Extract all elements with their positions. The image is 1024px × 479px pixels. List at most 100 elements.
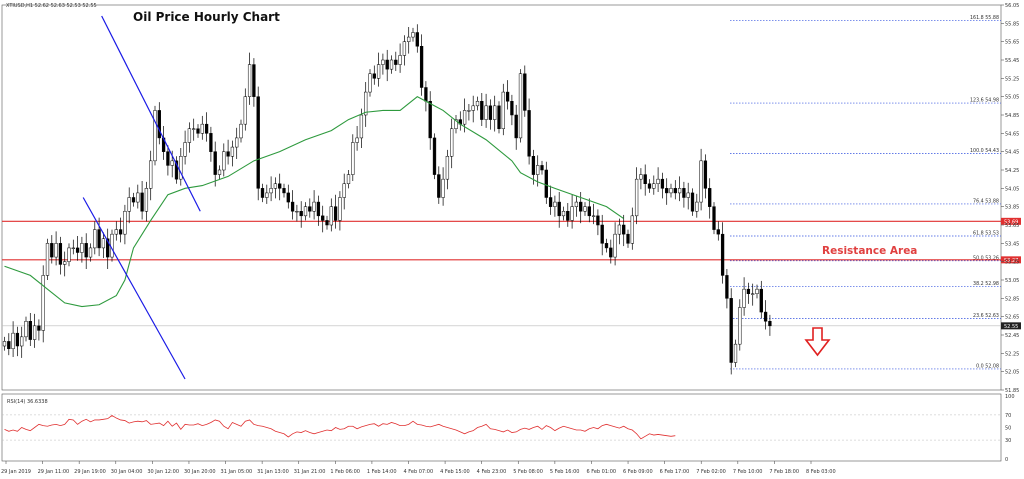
candle-body — [652, 183, 656, 189]
candle-body — [351, 142, 355, 175]
candle-body — [656, 178, 660, 185]
candle-body — [514, 114, 518, 139]
candle-body — [273, 183, 278, 189]
candle-body — [11, 332, 15, 349]
moving-average — [4, 96, 625, 308]
candle-body — [695, 201, 699, 212]
candle-body — [58, 243, 63, 265]
candle-body — [686, 192, 690, 198]
candle-body — [484, 105, 488, 120]
candle-body — [106, 238, 110, 258]
candle-body — [372, 73, 376, 79]
candle-body — [63, 261, 67, 265]
fib-level-label: 0.0 52.08 — [976, 363, 999, 369]
candle-body — [32, 325, 37, 340]
candle-body — [454, 119, 458, 130]
candle-body — [342, 183, 346, 198]
candle-body — [720, 233, 725, 276]
candle-body — [690, 192, 695, 212]
rsi-line — [4, 415, 676, 440]
candle-body — [196, 128, 200, 134]
candle-body — [110, 233, 114, 258]
x-tick-label: 6 Feb 09:00 — [623, 469, 653, 475]
price-tag-box — [1001, 256, 1021, 264]
candle-body — [677, 188, 682, 194]
candle-body — [480, 101, 484, 120]
x-tick-label: 7 Feb 18:00 — [769, 469, 799, 475]
candle-body — [149, 160, 153, 189]
candle-body — [634, 178, 639, 217]
candle-body — [101, 238, 106, 249]
candle-body — [660, 178, 665, 189]
candle-body — [553, 201, 557, 207]
candle-body — [566, 211, 570, 221]
rsi-scale-label: 50 — [1005, 426, 1011, 432]
candle-body — [75, 247, 80, 253]
candle-body — [252, 64, 256, 97]
candle-body — [37, 325, 41, 331]
fib-level-label: 50.0 53.26 — [973, 255, 999, 261]
x-tick-label: 29 Jan 2019 — [1, 469, 31, 475]
candle-body — [329, 206, 333, 226]
candle-body — [303, 206, 308, 217]
candle-body — [7, 341, 11, 349]
candle-body — [424, 87, 428, 102]
x-tick-label: 30 Jan 20:00 — [184, 469, 216, 475]
candle-body — [187, 128, 192, 143]
candle-body — [368, 73, 372, 93]
candle-body — [308, 206, 312, 212]
x-tick-label: 5 Feb 16:00 — [550, 469, 580, 475]
candle-body — [725, 275, 729, 299]
y-tick-label: 54.45 — [1005, 150, 1019, 156]
candle-body — [419, 46, 424, 88]
x-tick-label: 4 Feb 15:00 — [440, 469, 470, 475]
y-tick-label: 55.25 — [1005, 76, 1019, 82]
candlestick-series — [2, 24, 772, 375]
moving-average-line — [4, 96, 625, 308]
candle-body — [493, 105, 497, 120]
candle-body — [269, 188, 273, 194]
candle-body — [617, 224, 622, 235]
candle-body — [604, 243, 609, 249]
candle-body — [209, 133, 213, 152]
candle-body — [768, 321, 772, 327]
x-tick-label: 7 Feb 10:00 — [733, 469, 763, 475]
horizontal-levels: 161.8 55.88 123.6 54.98 100.0 54.43 76.4 53… — [2, 15, 1021, 369]
candle-body — [699, 160, 703, 203]
descending-channel — [82, 15, 201, 380]
candle-body — [643, 174, 647, 184]
candle-body — [716, 229, 720, 235]
candle-body — [398, 55, 402, 65]
candle-body — [179, 156, 183, 180]
y-tick-label: 52.45 — [1005, 333, 1019, 339]
fib-level-label: 38.2 52.98 — [973, 281, 999, 287]
y-tick-label: 51.85 — [1005, 388, 1019, 394]
fib-level-label: 123.6 54.98 — [970, 98, 999, 104]
candle-body — [243, 96, 247, 125]
fib-level-label: 23.6 52.63 — [973, 313, 999, 319]
x-tick-label: 30 Jan 04:00 — [111, 469, 143, 475]
candle-body — [247, 64, 252, 97]
x-tick-label: 29 Jan 11:00 — [38, 469, 70, 475]
x-tick-label: 4 Feb 07:00 — [404, 469, 434, 475]
y-tick-label: 53.45 — [1005, 241, 1019, 247]
candle-body — [389, 59, 394, 70]
candle-body — [381, 59, 385, 65]
candle-body — [192, 128, 196, 130]
candle-body — [123, 211, 127, 235]
price-tag-box — [1001, 322, 1021, 330]
candle-body — [570, 206, 574, 221]
candle-body — [411, 32, 415, 38]
candle-body — [260, 188, 265, 198]
candle-body — [450, 128, 454, 157]
candle-body — [239, 123, 243, 139]
rsi-label: RSI(14) 36.6338 — [7, 399, 48, 405]
price-tag-label: 52.55 — [1004, 324, 1018, 330]
candle-body — [226, 151, 230, 157]
candle-body — [394, 59, 398, 65]
candle-body — [131, 197, 136, 203]
channel-lower-line — [82, 197, 186, 380]
candle-body — [462, 110, 467, 125]
candle-body — [600, 224, 604, 244]
y-tick-label: 52.25 — [1005, 351, 1019, 357]
